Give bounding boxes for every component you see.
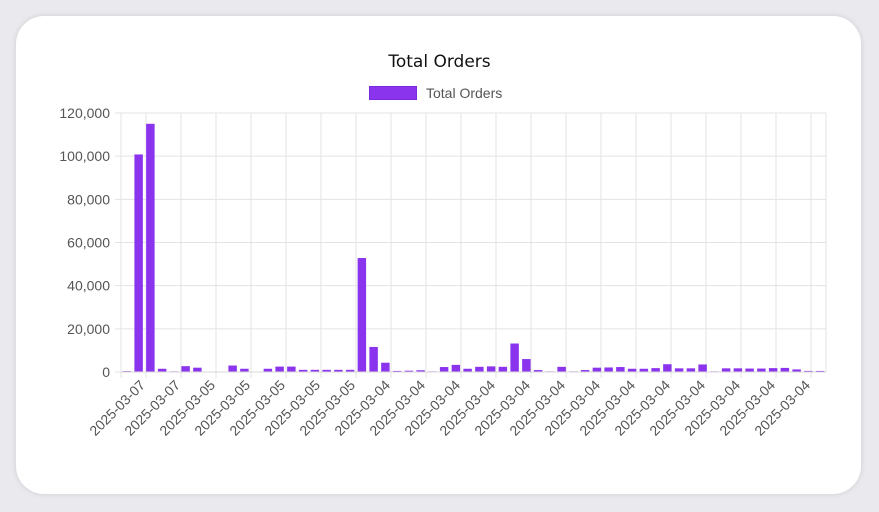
bar bbox=[263, 368, 273, 372]
legend-swatch bbox=[369, 86, 417, 100]
bar bbox=[369, 346, 378, 372]
bar bbox=[721, 368, 731, 372]
bar bbox=[768, 368, 778, 372]
y-tick-label: 100,000 bbox=[59, 148, 110, 164]
bar bbox=[686, 368, 696, 372]
chart-card bbox=[16, 16, 861, 494]
bar bbox=[322, 369, 331, 372]
bar bbox=[334, 369, 343, 372]
bar bbox=[193, 367, 202, 372]
bar bbox=[557, 366, 566, 372]
bar bbox=[780, 367, 790, 372]
y-tick-label: 20,000 bbox=[67, 321, 110, 337]
bar bbox=[510, 343, 519, 372]
bar bbox=[616, 367, 625, 372]
bar bbox=[733, 368, 743, 372]
bar bbox=[498, 366, 508, 372]
y-tick-label: 60,000 bbox=[67, 235, 110, 251]
bar bbox=[146, 123, 155, 372]
bar bbox=[533, 370, 543, 372]
bar bbox=[475, 366, 484, 372]
bar bbox=[134, 154, 143, 372]
bar bbox=[580, 370, 590, 372]
bar bbox=[792, 369, 801, 372]
bar bbox=[240, 368, 249, 372]
bar bbox=[698, 364, 707, 372]
bar bbox=[451, 364, 461, 372]
bar bbox=[627, 368, 637, 372]
bar bbox=[345, 369, 355, 372]
bar bbox=[639, 368, 649, 372]
bar bbox=[392, 370, 402, 372]
bar bbox=[228, 365, 237, 372]
y-tick-label: 40,000 bbox=[67, 278, 110, 294]
bar bbox=[757, 368, 766, 372]
bar bbox=[674, 368, 684, 372]
y-tick-label: 80,000 bbox=[67, 191, 110, 207]
bar bbox=[592, 367, 602, 372]
bar bbox=[181, 366, 190, 372]
bar bbox=[804, 370, 813, 372]
bar bbox=[604, 367, 613, 372]
bar bbox=[651, 368, 660, 372]
bar bbox=[486, 366, 496, 372]
bar bbox=[416, 370, 425, 372]
bar bbox=[745, 368, 754, 372]
bar bbox=[357, 258, 367, 372]
legend-label: Total Orders bbox=[426, 85, 503, 101]
bar bbox=[815, 370, 825, 372]
bar bbox=[522, 359, 531, 372]
bar bbox=[663, 364, 672, 372]
bar bbox=[287, 366, 296, 372]
y-tick-label: 120,000 bbox=[59, 105, 110, 121]
bar bbox=[298, 369, 308, 372]
bar bbox=[310, 369, 320, 372]
bar bbox=[275, 366, 284, 372]
bar bbox=[157, 368, 167, 372]
bar bbox=[381, 362, 390, 372]
y-tick-label: 0 bbox=[102, 364, 110, 380]
bar bbox=[463, 368, 472, 372]
bar bbox=[439, 367, 449, 372]
bar bbox=[404, 370, 414, 372]
legend[interactable]: Total Orders bbox=[369, 84, 502, 102]
chart-title: Total Orders bbox=[388, 52, 491, 72]
